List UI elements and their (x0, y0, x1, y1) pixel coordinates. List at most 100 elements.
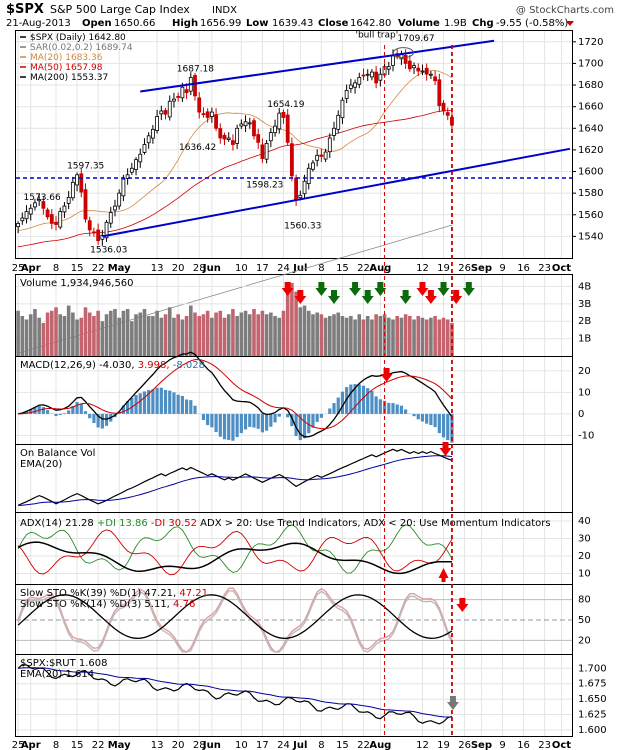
obv-label: On Balance Vol (20, 448, 95, 459)
chart-header: $SPX S&P 500 Large Cap Index INDX @ Stoc… (6, 2, 614, 29)
price-candles (16, 48, 454, 246)
symbol: $SPX (6, 2, 44, 17)
stoch-fast-line (17, 587, 453, 653)
y-tick-label: 1600 (578, 167, 603, 178)
macd-histogram-bar (206, 413, 210, 426)
candle-body (374, 71, 379, 84)
x-tick-label: 20 (172, 263, 185, 274)
y-tick-label: 1660 (578, 102, 603, 113)
volume-bar (146, 316, 151, 356)
volume-bar (189, 305, 193, 356)
event-markers (281, 45, 475, 736)
macd-signal-line (18, 358, 453, 430)
candle-body (315, 154, 320, 161)
x-tick-label: 9 (499, 263, 505, 274)
macd-red-arrow (380, 368, 393, 382)
candle-body (193, 75, 197, 97)
macd-histogram-bar (126, 401, 130, 414)
macd-histogram-bar (437, 413, 441, 434)
y-tick-label: 2B (578, 316, 591, 327)
macd-histogram-bar (214, 413, 218, 433)
x-tick-label: 22 (92, 740, 105, 750)
candle-body (209, 111, 214, 117)
stoch-slow-label: Slow STO %K(39) %D(1) 47.21, 47.21 (20, 588, 208, 599)
macd-histogram-bar (269, 413, 273, 427)
candle-body (163, 110, 168, 115)
candle-body (281, 111, 286, 118)
candle-body (205, 111, 210, 118)
candle-body (222, 134, 227, 140)
macd-histogram-bar (58, 413, 62, 415)
x-tick-label: 15 (71, 740, 84, 750)
candle-body (336, 114, 341, 130)
y-tick-label: 40 (578, 516, 591, 527)
candle-body (403, 54, 408, 64)
adx-label-part: -DI 30.52 (151, 518, 200, 529)
candle-body (361, 74, 366, 77)
volume-label: Volume (398, 18, 440, 29)
x-tick-label: 23 (538, 263, 551, 274)
macd-histogram-bar (62, 413, 67, 414)
adx-label-part: ADX(14) 21.28 (20, 518, 97, 529)
volume-bar (445, 319, 450, 356)
x-tick-label: 25 (12, 740, 25, 750)
volume-bar (235, 316, 239, 356)
macd-histogram-bar (290, 413, 294, 427)
adx-label-part: ADX > 20: Use Trend Indicators, ADX < 20… (200, 518, 550, 529)
macd-histogram-bar (286, 413, 290, 418)
y-tick-label: 4B (578, 281, 591, 292)
x-tick-label: Aug (369, 740, 391, 750)
volume-bar (281, 310, 286, 356)
x-tick-label: Jun (202, 263, 221, 274)
candle-body (437, 79, 442, 106)
volume-bar (273, 316, 277, 356)
volume-bar (214, 312, 218, 356)
volume-bar (285, 289, 290, 356)
minus-di-line (17, 529, 453, 576)
macd-histogram-bar (399, 405, 404, 414)
candle-body (407, 60, 412, 70)
macd-histogram-bar (96, 413, 100, 428)
volume-bar (193, 312, 197, 356)
volume-bar (50, 310, 54, 356)
macd-histogram-bar (231, 413, 235, 441)
candle-body (201, 113, 206, 115)
ratio-ema-label: EMA(20) 1.614 (20, 669, 94, 680)
exchange: INDX (212, 5, 237, 16)
candle-body (327, 137, 332, 153)
macd-histogram-bar (92, 413, 96, 424)
price-annotation: 1687.18 (177, 64, 214, 74)
quote-date: 21-Aug-2013 (6, 18, 71, 29)
volume-bar (315, 312, 319, 356)
volume-bar (79, 317, 84, 356)
legend-entry: MA(200) 1553.37 (30, 73, 108, 83)
candle-body (256, 134, 261, 143)
volume-bar (205, 310, 210, 356)
stoch-fast-part: 4.76 (173, 599, 195, 610)
x-tick-label: 19 (437, 263, 450, 274)
volume-bar (420, 317, 425, 356)
x-tick-label: 9 (499, 740, 505, 750)
x-tick-label: 15 (336, 740, 349, 750)
volume-bar (121, 310, 126, 356)
volume-bar (437, 319, 442, 356)
candle-body (289, 143, 294, 177)
volume-green-arrow (437, 282, 450, 296)
macd-histogram-bar (45, 410, 50, 414)
macd-histogram-bar (155, 387, 159, 414)
adx-label: ADX(14) 21.28 +DI 13.86 -DI 30.52 ADX > … (20, 518, 551, 529)
candle-body (260, 144, 265, 159)
price-annotation: 1654.19 (267, 100, 304, 110)
x-tick-label: 19 (437, 740, 450, 750)
macd-histogram-bar (450, 413, 454, 443)
macd-histogram-bar (83, 411, 88, 414)
candle-body (348, 84, 353, 89)
candle-body (172, 98, 176, 102)
y-tick-label: 1720 (578, 37, 603, 48)
macd-histogram-bar (441, 413, 446, 438)
macd-histogram-bar (172, 392, 176, 414)
y-tick-label: 1580 (578, 188, 603, 199)
macd-hist-value: -8.028 (173, 360, 205, 371)
ma50-line (18, 110, 452, 248)
volume-bar (113, 309, 117, 356)
